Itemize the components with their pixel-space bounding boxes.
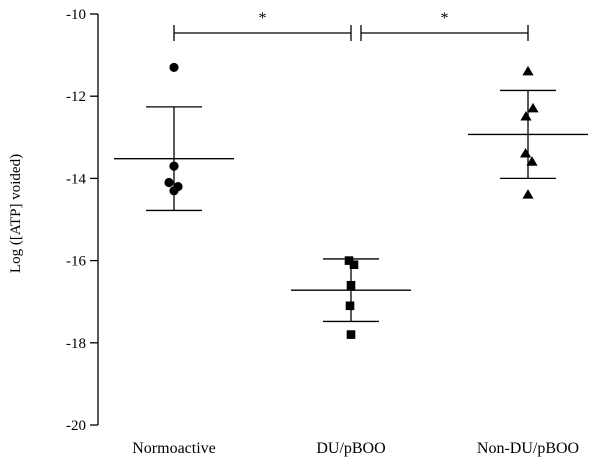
significance-label: * [441,10,449,27]
y-tick-label: -20 [66,418,86,434]
data-point-square [349,260,359,270]
y-tick-label: -10 [66,7,86,23]
data-point-square [346,330,356,339]
data-point-triangle [522,189,534,199]
y-tick-label: -14 [66,171,86,187]
x-category-label: DU/pBOO [316,440,385,457]
significance-label: * [259,10,267,27]
data-point-circle [169,161,179,171]
x-category-label: Normoactive [132,440,216,457]
labels: -20 -18 -16 -14 -12 -10 Log ([ATP] voided) Norm… [8,7,579,457]
data-point-triangle [520,111,532,121]
data-point-triangle [527,102,539,113]
data-point-triangle [520,148,532,158]
axes [90,13,99,426]
data-point-circle [164,177,174,188]
y-axis-title: Log ([ATP] voided) [8,154,24,273]
x-category-label: Non-DU/pBOO [477,440,579,457]
data-point-circle [169,186,179,196]
data-point-circle [169,62,179,73]
y-tick-label: -16 [66,254,86,270]
data-point-square [345,301,355,311]
y-tick-label: -12 [66,89,86,105]
data-point-square [346,280,356,290]
data-point-triangle [522,65,534,76]
data-point-square [344,256,354,265]
data-point-triangle [526,156,538,166]
data-marks [114,25,588,339]
y-tick-label: -18 [66,336,86,352]
